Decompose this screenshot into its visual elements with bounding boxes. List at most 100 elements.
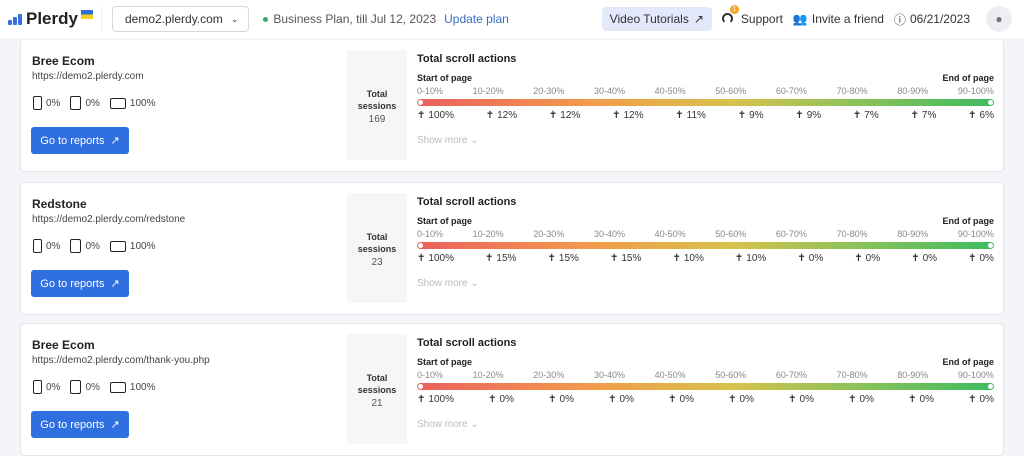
report-card: Bree Ecom https://demo2.plerdy.com 0% 0%… xyxy=(20,40,1004,172)
range-label: 80-90% xyxy=(897,86,929,96)
scroll-value: ✝ 10% xyxy=(672,253,703,264)
person-icon: ✝ xyxy=(968,110,977,121)
scroll-value: ✝ 12% xyxy=(486,110,517,121)
site-name: Bree Ecom xyxy=(32,338,95,352)
scroll-value: ✝ 0% xyxy=(788,394,814,405)
go-to-reports-label: Go to reports xyxy=(40,277,105,290)
scroll-value: ✝ 100% xyxy=(417,110,454,121)
scroll-percent: 100% xyxy=(428,394,454,405)
range-label: 60-70% xyxy=(775,370,807,380)
scroll-value: ✝ 15% xyxy=(485,253,516,264)
tablet-icon xyxy=(70,239,82,253)
info-icon: ⓘ xyxy=(893,12,906,27)
scroll-percent: 0% xyxy=(859,394,874,405)
range-label: 70-80% xyxy=(836,86,868,96)
scroll-percent: 10% xyxy=(746,253,767,264)
avatar[interactable]: ● xyxy=(986,6,1012,32)
range-labels: 0-10% 10-20% 20-30% 30-40% 40-50% 50-60% 60-70… xyxy=(417,370,994,380)
logo-text: Plerdy xyxy=(26,9,78,28)
range-label: 90-100% xyxy=(957,229,994,239)
person-icon: ✝ xyxy=(608,394,617,405)
scroll-percent: 0% xyxy=(919,394,934,405)
sessions-label: sessions xyxy=(357,385,397,395)
external-link-icon: ↗ xyxy=(110,135,120,147)
plerdy-logo[interactable]: Plerdy xyxy=(8,9,93,29)
range-label: 60-70% xyxy=(775,229,807,239)
video-tutorials-button[interactable]: Video Tutorials ↗ xyxy=(601,7,712,31)
scroll-value: ✝ 0% xyxy=(668,394,694,405)
scroll-title: Total scroll actions xyxy=(417,196,517,208)
scroll-percent: 15% xyxy=(621,253,642,264)
scroll-percent: 15% xyxy=(558,253,579,264)
external-link-icon: ↗ xyxy=(110,278,120,290)
device-breakdown: 0% 0% 100% xyxy=(33,380,155,394)
range-label: 20-30% xyxy=(533,370,565,380)
scroll-value: ✝ 9% xyxy=(795,110,821,121)
person-icon: ✝ xyxy=(612,110,621,121)
scroll-percent: 11% xyxy=(686,110,706,121)
scroll-percent: 0% xyxy=(808,253,824,264)
domain-select[interactable]: demo2.plerdy.com ⌄ xyxy=(111,6,250,32)
mobile-icon xyxy=(33,96,42,110)
person-icon: ✝ xyxy=(908,394,917,405)
invite-friend-button[interactable]: 👥 Invite a friend xyxy=(793,12,884,26)
range-label: 30-40% xyxy=(593,86,625,96)
person-icon: ✝ xyxy=(547,253,556,264)
person-icon: ✝ xyxy=(417,110,426,121)
bar-start-dot xyxy=(418,384,423,389)
range-label: 40-50% xyxy=(654,86,686,96)
update-plan-link[interactable]: Update plan xyxy=(444,12,509,26)
scroll-percent: 0% xyxy=(559,394,574,405)
scroll-values: ✝ 100% ✝ 0% ✝ 0% ✝ 0% ✝ 0% ✝ 0% ✝ 0% ✝ 0% ✝ 0% ✝ 0% xyxy=(417,394,994,405)
scroll-percent: 9% xyxy=(806,110,822,121)
scroll-value: ✝ 0% xyxy=(968,253,994,264)
scroll-value: ✝ 100% xyxy=(417,394,454,405)
person-icon: ✝ xyxy=(485,253,494,264)
support-button[interactable]: 1 Support xyxy=(721,5,783,26)
go-to-reports-button[interactable]: Go to reports ↗ xyxy=(31,127,129,154)
scroll-percent: 12% xyxy=(560,110,581,121)
person-icon: ✝ xyxy=(968,394,977,405)
person-icon: ✝ xyxy=(675,110,684,121)
show-more-button[interactable]: Show more ⌄ xyxy=(417,135,994,146)
date-text: 06/21/2023 xyxy=(909,12,970,26)
scroll-gradient-bar xyxy=(417,99,994,106)
scroll-percent: 0% xyxy=(979,394,994,405)
range-label: 40-50% xyxy=(654,229,686,239)
start-of-page: Start of page xyxy=(417,357,473,367)
external-link-icon: ↗ xyxy=(110,419,120,431)
ukraine-flag-icon xyxy=(80,9,93,19)
divider xyxy=(100,6,102,32)
chevron-down-icon: ⌄ xyxy=(230,13,239,24)
go-to-reports-label: Go to reports xyxy=(40,418,105,431)
person-icon: ✝ xyxy=(788,394,797,405)
range-label: 10-20% xyxy=(472,370,504,380)
scroll-percent: 0% xyxy=(499,394,514,405)
person-icon: ✝ xyxy=(668,394,677,405)
show-more-button[interactable]: Show more ⌄ xyxy=(417,278,994,289)
total-label: Total xyxy=(366,373,388,383)
invite-label: Invite a friend xyxy=(811,12,884,26)
scroll-value: ✝ 0% xyxy=(797,253,823,264)
scroll-value: ✝ 0% xyxy=(488,394,514,405)
start-of-page: Start of page xyxy=(417,216,473,226)
go-to-reports-button[interactable]: Go to reports ↗ xyxy=(31,411,129,438)
tablet-percent: 0% xyxy=(85,240,100,252)
range-label: 30-40% xyxy=(593,229,625,239)
scroll-percent: 7% xyxy=(921,110,937,121)
scroll-actions: Total scroll actions Start of page End of… xyxy=(417,337,994,430)
mobile-icon xyxy=(33,239,42,253)
go-to-reports-button[interactable]: Go to reports ↗ xyxy=(31,270,129,297)
desktop-icon xyxy=(109,240,126,252)
scroll-percent: 10% xyxy=(683,253,704,264)
scroll-value: ✝ 7% xyxy=(911,110,937,121)
scroll-actions: Total scroll actions Start of page End of… xyxy=(417,53,994,146)
show-more-button[interactable]: Show more ⌄ xyxy=(417,419,994,430)
plan-text: Business Plan, till Jul 12, 2023 xyxy=(273,12,437,26)
external-link-icon: ↗ xyxy=(693,12,704,26)
mobile-icon xyxy=(33,380,42,394)
support-badge: 1 xyxy=(729,5,739,14)
scroll-value: ✝ 0% xyxy=(848,394,874,405)
date-display: ⓘ 06/21/2023 xyxy=(894,11,970,28)
support-label: Support xyxy=(740,12,783,26)
